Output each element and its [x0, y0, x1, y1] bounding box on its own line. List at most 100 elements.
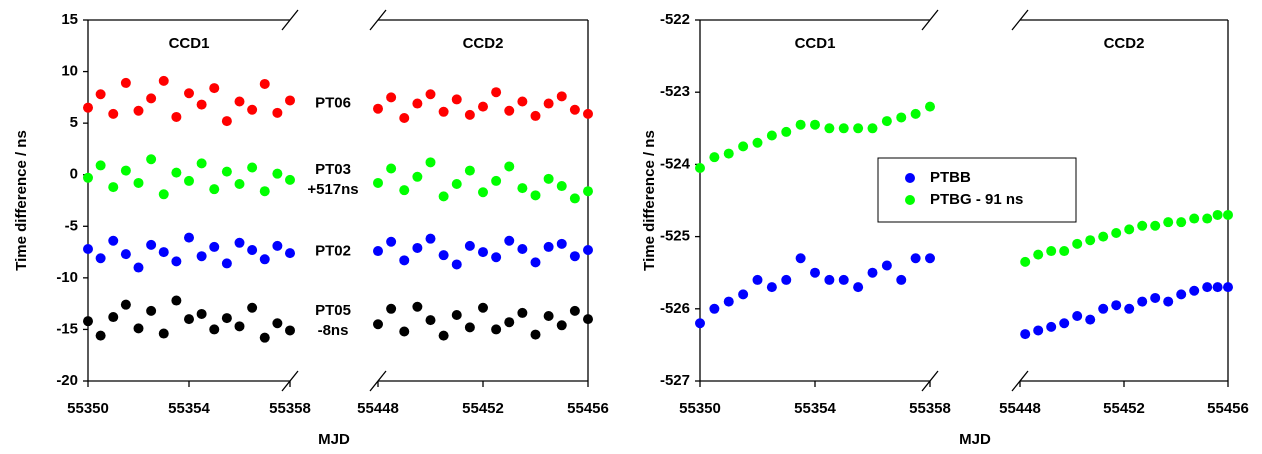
point — [247, 104, 258, 115]
point — [583, 245, 593, 256]
y-axis-title: Time difference / ns — [13, 130, 30, 271]
axis-break — [281, 9, 299, 31]
point — [504, 161, 515, 172]
point — [709, 152, 720, 163]
point — [556, 91, 567, 102]
point — [171, 256, 182, 267]
series — [83, 154, 593, 204]
point — [1098, 303, 1109, 314]
point — [1223, 209, 1233, 220]
point — [209, 83, 220, 94]
series — [695, 253, 1233, 340]
point — [543, 173, 554, 184]
point — [1212, 282, 1223, 293]
point — [158, 75, 169, 86]
point — [491, 87, 502, 98]
point — [234, 237, 245, 248]
point — [95, 160, 106, 171]
point — [259, 332, 270, 343]
point — [221, 258, 232, 269]
series — [695, 101, 1233, 267]
point — [221, 116, 232, 127]
point — [373, 177, 383, 188]
y-tick-label: 5 — [70, 114, 78, 131]
point — [285, 325, 295, 336]
legend-label: PTBG - 91 ns — [930, 191, 1023, 208]
point — [451, 94, 462, 105]
x-tick-label: 55456 — [1207, 400, 1249, 417]
point — [83, 172, 93, 183]
point — [234, 96, 245, 107]
point — [451, 309, 462, 320]
point — [1150, 292, 1161, 303]
point — [259, 78, 270, 89]
point — [438, 330, 449, 341]
point — [766, 130, 777, 141]
x-tick-label: 55358 — [269, 400, 311, 417]
point — [810, 119, 820, 130]
x-axis-title: MJD — [959, 431, 991, 448]
point — [158, 189, 169, 200]
point — [386, 163, 397, 174]
point — [399, 255, 410, 266]
point — [556, 238, 567, 249]
point — [83, 316, 93, 327]
point — [752, 137, 763, 148]
point — [853, 123, 864, 134]
point — [478, 302, 488, 313]
panel-label: CCD2 — [463, 35, 504, 52]
point — [478, 101, 488, 112]
point — [810, 267, 820, 278]
point — [491, 252, 502, 263]
point — [925, 101, 935, 112]
series — [83, 295, 593, 343]
point — [478, 247, 488, 258]
point — [247, 245, 258, 256]
y-axis-title: Time difference / ns — [641, 130, 658, 271]
x-tick-label: 55354 — [168, 400, 210, 417]
point — [504, 317, 515, 328]
x-tick-label: 55350 — [679, 400, 721, 417]
point — [738, 289, 749, 300]
point — [272, 240, 283, 251]
point — [399, 112, 410, 123]
point — [709, 303, 720, 314]
series-label: PT05 -8ns — [315, 302, 351, 339]
point — [583, 186, 593, 197]
point — [1085, 235, 1096, 246]
point — [569, 193, 580, 204]
point — [723, 148, 734, 159]
point — [1202, 213, 1213, 224]
y-tick-label: -10 — [56, 269, 78, 286]
point — [1212, 209, 1223, 220]
point — [158, 328, 169, 339]
point — [752, 274, 763, 285]
point — [247, 162, 258, 173]
point — [824, 123, 835, 134]
point — [867, 267, 878, 278]
point — [1189, 213, 1200, 224]
point — [881, 260, 892, 271]
y-tick-label: -523 — [660, 83, 690, 100]
point — [272, 318, 283, 329]
point — [464, 109, 475, 120]
point — [530, 329, 541, 340]
y-tick-label: -522 — [660, 11, 690, 28]
point — [1033, 325, 1044, 336]
point — [438, 191, 449, 202]
x-tick-label: 55448 — [999, 400, 1041, 417]
point — [583, 108, 593, 119]
point — [209, 241, 220, 252]
point — [556, 181, 567, 192]
x-tick-label: 55354 — [794, 400, 836, 417]
legend-box — [877, 157, 1077, 223]
point — [259, 254, 270, 265]
point — [1124, 224, 1135, 235]
point — [838, 274, 849, 285]
point — [386, 303, 397, 314]
point — [738, 141, 749, 152]
x-tick-label: 55448 — [357, 400, 399, 417]
point — [133, 177, 144, 188]
point — [196, 308, 207, 319]
point — [556, 320, 567, 331]
